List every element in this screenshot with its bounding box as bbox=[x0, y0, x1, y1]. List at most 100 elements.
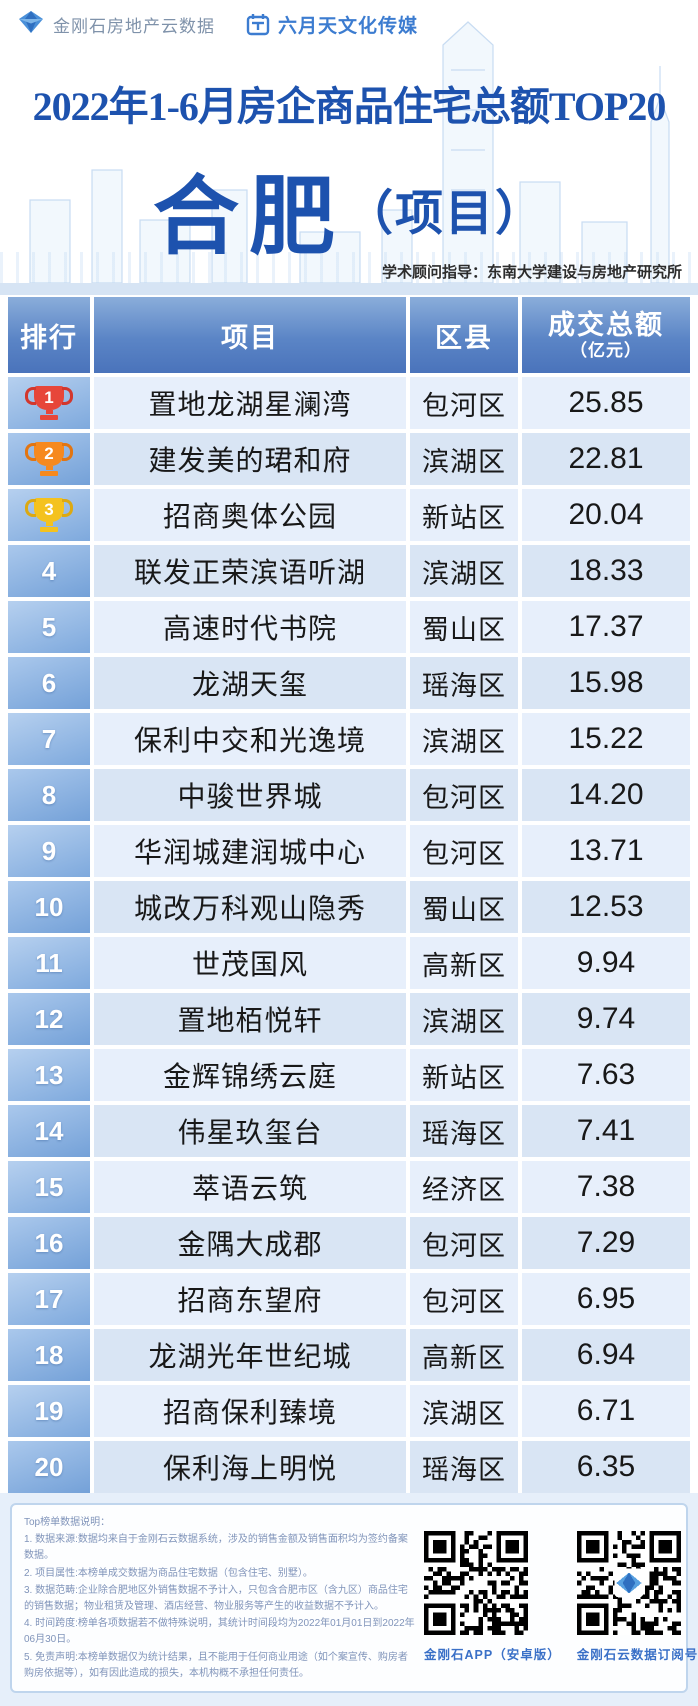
diamond-logo-icon bbox=[19, 11, 43, 33]
district-cell: 高新区 bbox=[410, 1329, 518, 1381]
district-cell: 滨湖区 bbox=[410, 713, 518, 765]
note-item: 2. 项目属性:本榜单成交数据为商品住宅数据（包含住宅、别墅）。 bbox=[24, 1567, 313, 1579]
logo-liuyuetian-label: 六月天文化传媒 bbox=[278, 15, 419, 37]
rank-cell: 10 bbox=[8, 881, 90, 933]
project-cell: 龙湖光年世纪城 bbox=[94, 1329, 406, 1381]
district-cell: 瑶海区 bbox=[410, 1441, 518, 1493]
district-cell: 包河区 bbox=[410, 1273, 518, 1325]
table-row: 9 华润城建润城中心 包河区 13.71 bbox=[8, 825, 690, 877]
note-item: 4. 时间跨度:榜单各项数据若不做特殊说明，其统计时间段均为2022年01月01… bbox=[24, 1618, 415, 1646]
qr-code-subscription-icon bbox=[576, 1531, 681, 1635]
project-cell: 置地栢悦轩 bbox=[94, 993, 406, 1045]
table-row: 18 龙湖光年世纪城 高新区 6.94 bbox=[8, 1329, 690, 1381]
qr-code-app-icon bbox=[424, 1531, 528, 1635]
rank-number: 3 bbox=[44, 500, 54, 519]
title-block: 2022年1-6月房企商品住宅总额TOP20 合肥（项目） bbox=[0, 74, 698, 271]
header-value-main: 成交总额 bbox=[548, 309, 664, 340]
project-cell: 龙湖天玺 bbox=[94, 657, 406, 709]
rank-number: 8 bbox=[41, 779, 57, 810]
district-cell: 滨湖区 bbox=[410, 993, 518, 1045]
district-cell: 滨湖区 bbox=[410, 1385, 518, 1437]
rank-number: 20 bbox=[34, 1451, 64, 1482]
table-row: 12 置地栢悦轩 滨湖区 9.74 bbox=[8, 993, 690, 1045]
note-item: 3. 数据范畴:企业除合肥地区外销售数据不予计入，只包含合肥市区（含九区）商品住… bbox=[24, 1584, 408, 1612]
table-row: 3 招商奥体公园 新站区 20.04 bbox=[8, 489, 690, 541]
value-cell: 15.98 bbox=[522, 657, 690, 709]
project-cell: 华润城建润城中心 bbox=[94, 825, 406, 877]
rank-number: 1 bbox=[44, 388, 54, 407]
table-row: 14 伟星玖玺台 瑶海区 7.41 bbox=[8, 1105, 690, 1157]
value-cell: 15.22 bbox=[522, 713, 690, 765]
district-cell: 包河区 bbox=[410, 377, 518, 429]
table-row: 17 招商东望府 包河区 6.95 bbox=[8, 1273, 690, 1325]
table-row: 7 保利中交和光逸境 滨湖区 15.22 bbox=[8, 713, 690, 765]
project-cell: 招商东望府 bbox=[94, 1273, 406, 1325]
rank-cell: 9 bbox=[8, 825, 90, 877]
district-cell: 经济区 bbox=[410, 1161, 518, 1213]
note-item: 5. 免责声明:本榜单数据仅为统计结果，且不能用于任何商业用途（如个案宣传、购房… bbox=[24, 1651, 408, 1679]
rank-cell: 8 bbox=[8, 769, 90, 821]
table-row: 6 龙湖天玺 瑶海区 15.98 bbox=[8, 657, 690, 709]
notes-section: Top榜单数据说明： 1. 数据来源:数据均来自于金刚石云数据系统，涉及的销售金… bbox=[24, 1515, 416, 1681]
table-row: 15 萃语云筑 经济区 7.38 bbox=[8, 1161, 690, 1213]
project-cell: 金隅大成郡 bbox=[94, 1217, 406, 1269]
district-cell: 高新区 bbox=[410, 937, 518, 989]
rank-number: 14 bbox=[34, 1115, 64, 1146]
note-item: 1. 数据来源:数据均来自于金刚石云数据系统，涉及的销售金额及销售面积均为签约备… bbox=[24, 1534, 408, 1562]
rank-cell: 16 bbox=[8, 1217, 90, 1269]
table-row: 1 置地龙湖星澜湾 包河区 25.85 bbox=[8, 377, 690, 429]
rank-cell: 12 bbox=[8, 993, 90, 1045]
rank-number: 16 bbox=[34, 1227, 64, 1258]
project-cell: 招商奥体公园 bbox=[94, 489, 406, 541]
trophy-icon-3: 3 bbox=[25, 492, 73, 538]
rank-cell: 19 bbox=[8, 1385, 90, 1437]
header-project: 项目 bbox=[94, 297, 406, 373]
skyline-decoration bbox=[29, 21, 670, 284]
project-cell: 招商保利臻境 bbox=[94, 1385, 406, 1437]
district-cell: 包河区 bbox=[410, 825, 518, 877]
rank-number: 18 bbox=[34, 1339, 64, 1370]
trophy-icon-2: 2 bbox=[25, 436, 73, 482]
rank-cell: 7 bbox=[8, 713, 90, 765]
qr-code-app bbox=[424, 1531, 528, 1635]
project-cell: 世茂国风 bbox=[94, 937, 406, 989]
divider-strip bbox=[0, 283, 698, 295]
table-row: 11 世茂国风 高新区 9.94 bbox=[8, 937, 690, 989]
notes-title: Top榜单数据说明： bbox=[24, 1517, 111, 1528]
academic-advisor-line: 学术顾问指导：东南大学建设与房地产研究所 bbox=[381, 264, 682, 281]
qr-label-subscription: 金刚石云数据订阅号 bbox=[576, 1648, 698, 1662]
city-title: 合肥（项目） bbox=[0, 146, 698, 271]
qr-block-subscription: 金刚石云数据订阅号 bbox=[576, 1531, 698, 1681]
value-cell: 9.94 bbox=[522, 937, 690, 989]
qr-label-app: 金刚石APP（安卓版） bbox=[424, 1648, 561, 1662]
value-cell: 7.41 bbox=[522, 1105, 690, 1157]
notes-list: 1. 数据来源:数据均来自于金刚石云数据系统，涉及的销售金额及销售面积均为签约备… bbox=[24, 1532, 416, 1681]
rank-number: 4 bbox=[41, 555, 57, 586]
rank-number: 13 bbox=[34, 1059, 64, 1090]
city-name: 合肥 bbox=[152, 169, 345, 265]
table-row: 8 中骏世界城 包河区 14.20 bbox=[8, 769, 690, 821]
value-cell: 6.35 bbox=[522, 1441, 690, 1493]
project-cell: 金辉锦绣云庭 bbox=[94, 1049, 406, 1101]
rank-cell: 11 bbox=[8, 937, 90, 989]
rank-cell: 5 bbox=[8, 601, 90, 653]
scope-label: （项目） bbox=[344, 187, 545, 241]
district-cell: 新站区 bbox=[410, 1049, 518, 1101]
rank-number: 19 bbox=[34, 1395, 64, 1426]
header-district: 区县 bbox=[410, 297, 518, 373]
page-title: 2022年1-6月房企商品住宅总额TOP20 bbox=[32, 84, 667, 129]
rank-number: 2 bbox=[44, 444, 54, 463]
rank-number: 7 bbox=[41, 723, 57, 754]
district-cell: 蜀山区 bbox=[410, 881, 518, 933]
skyline-strip-decoration bbox=[0, 252, 698, 283]
header-value-unit: （亿元） bbox=[570, 340, 642, 360]
qr-block-app: 金刚石APP（安卓版） bbox=[424, 1531, 561, 1681]
project-cell: 建发美的珺和府 bbox=[94, 433, 406, 485]
header-value: 成交总额 （亿元） bbox=[522, 297, 690, 373]
table-row: 10 城改万科观山隐秀 蜀山区 12.53 bbox=[8, 881, 690, 933]
district-cell: 包河区 bbox=[410, 769, 518, 821]
value-cell: 7.38 bbox=[522, 1161, 690, 1213]
value-cell: 9.74 bbox=[522, 993, 690, 1045]
ranking-table: 排行 项目 区县 成交总额 （亿元） 1 置地龙湖星澜湾 包河区 25.85 2 建发美的… bbox=[8, 297, 690, 1493]
